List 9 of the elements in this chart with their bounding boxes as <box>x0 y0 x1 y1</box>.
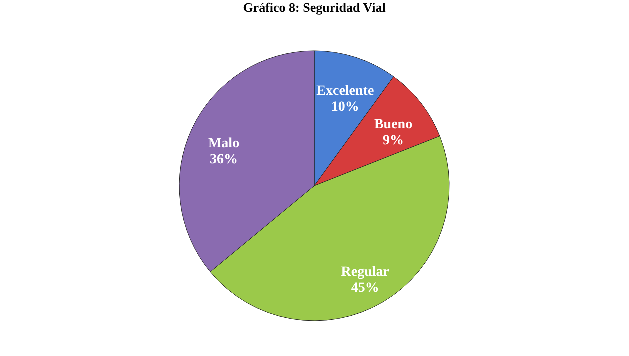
slice-label: Excelente <box>316 84 374 99</box>
slice-label: Malo <box>208 136 240 152</box>
data-label: 36% <box>210 152 238 168</box>
slice-label: Bueno <box>374 118 413 133</box>
chart-title: Gráfico 8: Seguridad Vial <box>243 0 386 15</box>
data-label: 9% <box>383 134 404 149</box>
data-label: 10% <box>331 100 360 115</box>
data-label: 45% <box>351 281 380 296</box>
slice-label: Regular <box>341 265 390 280</box>
